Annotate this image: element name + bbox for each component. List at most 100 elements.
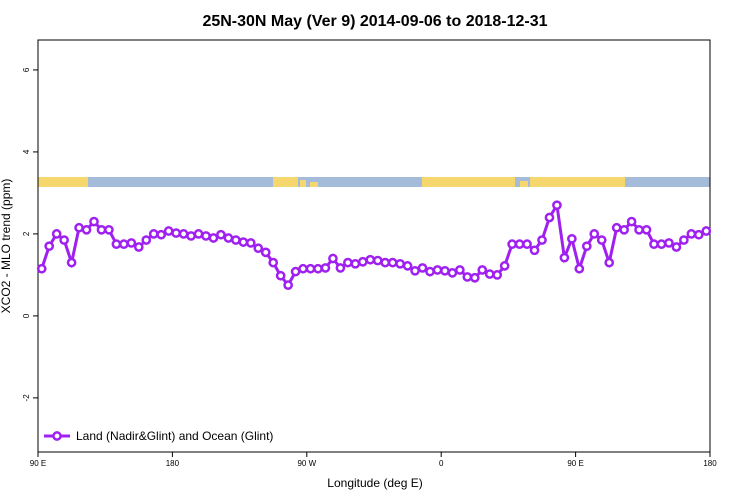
data-point: [335, 263, 346, 273]
data-point: [514, 239, 525, 250]
y-tick-label: 0: [22, 313, 31, 318]
data-point: [290, 266, 301, 277]
data-point: [484, 269, 495, 279]
x-tick-label: 90 E: [30, 459, 46, 468]
data-point: [380, 257, 391, 268]
data-point: [36, 263, 47, 274]
data-point: [365, 254, 376, 265]
y-tick-label: 6: [22, 67, 31, 72]
x-tick-label: 180: [166, 459, 180, 468]
data-point: [186, 231, 196, 241]
data-point: [81, 224, 92, 235]
y-tick-label: 4: [22, 149, 31, 154]
data-point: [395, 258, 405, 269]
x-tick-label: 0: [439, 459, 444, 468]
data-point: [223, 233, 234, 243]
data-point: [425, 266, 435, 277]
data-point: [604, 257, 615, 268]
data-point: [462, 272, 473, 282]
legend-marker: [52, 431, 62, 441]
data-point: [552, 200, 562, 211]
data-point: [119, 239, 129, 250]
data-point: [305, 263, 316, 274]
data-point: [89, 216, 99, 227]
data-point: [350, 258, 361, 269]
data-point: [148, 229, 159, 239]
data-point: [664, 238, 674, 248]
data-point: [111, 239, 122, 250]
data-point: [537, 235, 547, 245]
data-point: [193, 229, 204, 239]
y-axis-label: XCO2 - MLO trend (ppm): [0, 179, 13, 314]
data-point: [686, 229, 697, 239]
data-point: [477, 265, 488, 275]
data-point: [559, 252, 570, 263]
data-point: [529, 245, 540, 256]
data-point: [701, 226, 712, 236]
data-point: [260, 247, 271, 258]
data-point: [275, 270, 286, 281]
data-point: [283, 280, 293, 291]
land-ocean-strip: [38, 177, 710, 187]
data-point: [417, 263, 428, 273]
data-point: [313, 263, 323, 274]
data-point: [574, 263, 585, 274]
data-point: [156, 229, 167, 240]
y-tick-label: -2: [22, 394, 31, 402]
data-point: [253, 243, 264, 254]
data-point: [596, 235, 607, 245]
data-point: [455, 265, 465, 275]
data-point: [216, 229, 226, 240]
data-point: [619, 224, 629, 235]
data-point: [51, 229, 62, 239]
data-point: [268, 257, 279, 268]
data-point: [649, 239, 659, 250]
data-point: [201, 231, 211, 241]
data-point: [231, 235, 241, 245]
x-tick-label: 90 W: [297, 459, 316, 468]
data-point: [410, 265, 420, 276]
data-point: [245, 238, 256, 248]
data-point: [507, 239, 517, 250]
data-point: [171, 228, 181, 238]
data-point: [492, 270, 503, 280]
data-point: [611, 222, 622, 233]
data-point: [141, 235, 152, 245]
chart-title: 25N-30N May (Ver 9) 2014-09-06 to 2018-1…: [202, 13, 547, 30]
data-point: [469, 272, 480, 283]
data-point: [372, 255, 383, 266]
data-point: [133, 242, 144, 252]
data-point: [163, 226, 174, 236]
data-point: [656, 239, 667, 250]
x-tick-label: 90 E: [567, 459, 583, 468]
data-point: [96, 224, 107, 235]
data-point: [343, 257, 353, 268]
data-point: [626, 216, 637, 227]
data-point: [522, 239, 532, 250]
data-point: [447, 268, 458, 278]
x-axis-label: Longitude (deg E): [327, 476, 422, 490]
data-point: [328, 253, 338, 264]
data-point: [208, 233, 219, 243]
data-point: [104, 224, 114, 235]
data-point: [589, 229, 600, 239]
data-point: [567, 233, 577, 244]
data-point: [693, 229, 704, 240]
data-point: [634, 224, 644, 235]
data-point: [238, 237, 249, 247]
data-point: [44, 241, 55, 252]
data-point: [59, 235, 69, 245]
data-point: [357, 256, 368, 267]
data-point: [679, 235, 689, 245]
data-point: [387, 257, 398, 268]
data-point: [66, 257, 77, 268]
data-point: [402, 261, 413, 271]
plot-frame: [37, 39, 711, 453]
y-tick-label: 2: [22, 231, 31, 236]
data-point: [320, 263, 331, 273]
legend-label: Land (Nadir&Glint) and Ocean (Glint): [76, 429, 273, 443]
data-point: [641, 224, 652, 235]
data-point: [298, 263, 308, 274]
